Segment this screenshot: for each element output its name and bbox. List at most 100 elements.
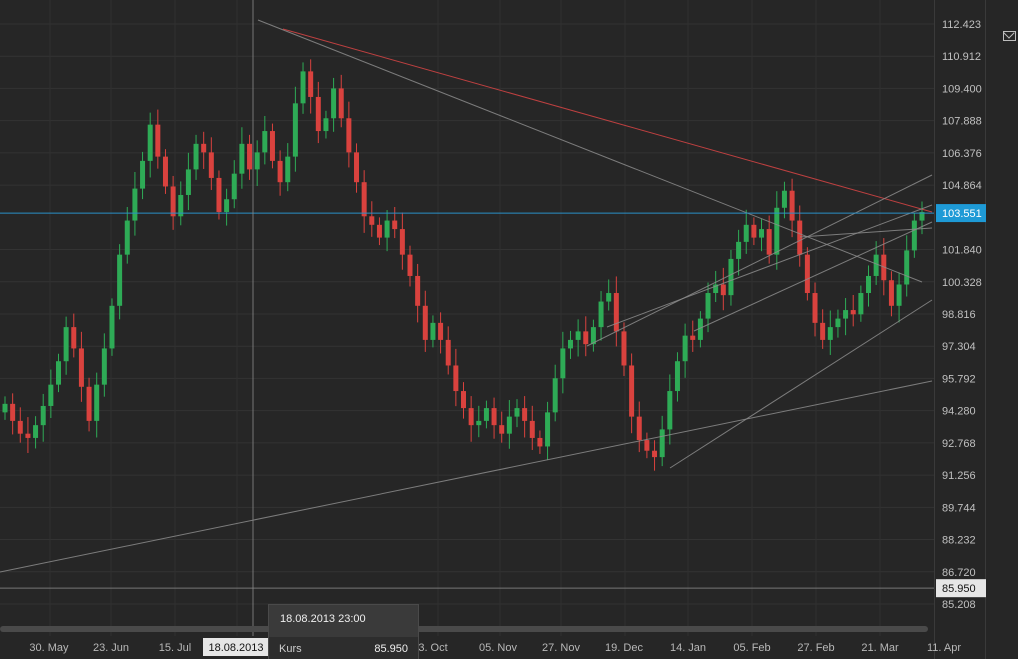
candle-up — [781, 190, 787, 208]
candle-up — [178, 194, 184, 217]
mail-icon[interactable] — [1003, 31, 1016, 41]
candle-up — [430, 322, 436, 340]
candle-down — [690, 335, 696, 340]
candle-down — [888, 280, 894, 306]
candle-down — [277, 160, 283, 183]
y-tick-label: 107.888 — [942, 116, 982, 128]
tooltip-value-row: Kurs 85.950 — [269, 637, 418, 659]
candle-down — [399, 229, 405, 255]
candle-up — [743, 224, 749, 242]
y-tick-label: 91.256 — [942, 470, 976, 482]
candle-down — [453, 365, 459, 392]
candle-up — [506, 416, 512, 434]
candle-up — [300, 71, 306, 104]
x-tick-label: 27. Feb — [797, 642, 834, 654]
candle-up — [94, 384, 100, 421]
candle-up — [866, 275, 872, 294]
candle-up — [285, 156, 291, 183]
x-tick-label: 30. May — [29, 642, 69, 654]
candle-down — [10, 403, 16, 421]
candle-down — [652, 450, 658, 458]
candle-down — [392, 220, 398, 230]
candle-down — [629, 365, 635, 417]
candle-down — [361, 182, 367, 217]
candle-up — [140, 160, 146, 189]
candle-down — [613, 293, 619, 332]
x-tick-label: 21. Mar — [861, 642, 899, 654]
candle-down — [354, 152, 360, 183]
candle-down — [720, 284, 726, 296]
y-tick-label: 92.768 — [942, 438, 976, 450]
channel-upper — [586, 174, 933, 347]
candle-up — [262, 131, 268, 153]
candle-down — [17, 420, 23, 434]
candle-down — [86, 386, 92, 421]
candle-up — [40, 405, 46, 426]
candle-down — [812, 293, 818, 323]
x-tick-label: 14. Jan — [670, 642, 706, 654]
candle-up — [567, 339, 573, 349]
candle-up — [185, 169, 191, 195]
candle-down — [621, 331, 627, 366]
candle-up — [147, 124, 153, 161]
candle-up — [292, 103, 298, 157]
candle-up — [705, 293, 711, 319]
y-tick-label: 94.280 — [942, 406, 976, 418]
scrollbar-track — [0, 626, 928, 632]
crosshair-price-label: 85.950 — [942, 583, 976, 595]
y-tick-label: 88.232 — [942, 535, 976, 547]
candle-down — [499, 425, 505, 434]
candle-down — [71, 327, 77, 349]
x-tick-label: 05. Feb — [733, 642, 770, 654]
candle-up — [545, 412, 551, 447]
candle-down — [369, 216, 375, 225]
candle-up — [384, 220, 390, 238]
candle-up — [911, 220, 917, 251]
candle-down — [804, 254, 810, 294]
candle-up — [598, 301, 604, 328]
candle-up — [835, 318, 841, 328]
y-tick-label: 98.816 — [942, 309, 976, 321]
candle-down — [438, 322, 444, 340]
candle-down — [376, 224, 382, 238]
candle-up — [873, 254, 879, 276]
candle-up — [193, 143, 199, 170]
channel-middle — [606, 204, 933, 328]
crosshair-date-label: 18.08.2013 — [208, 642, 263, 654]
current-price-badge — [936, 204, 986, 223]
candle-up — [713, 284, 719, 294]
trendline-descending — [257, 19, 923, 283]
candle-up — [843, 310, 849, 319]
candle-up — [552, 378, 558, 413]
trendline-support-short — [669, 299, 933, 469]
candle-up — [606, 293, 612, 302]
candle-down — [820, 322, 826, 340]
candle-down — [415, 275, 421, 306]
candle-up — [33, 425, 39, 438]
candle-up — [560, 348, 566, 379]
candle-up — [590, 327, 596, 345]
candle-up — [514, 408, 520, 417]
candle-down — [537, 437, 543, 447]
candle-down — [269, 131, 275, 161]
candle-up — [224, 199, 230, 213]
candle-up — [63, 327, 69, 362]
y-tick-label: 86.720 — [942, 567, 976, 579]
candle-down — [468, 408, 474, 426]
candle-down — [797, 220, 803, 255]
candle-up — [674, 361, 680, 392]
candle-down — [751, 224, 757, 238]
candle-down — [338, 88, 344, 119]
candle-down — [155, 124, 161, 157]
candle-up — [858, 293, 864, 315]
candle-down — [216, 177, 222, 213]
candle-up — [919, 212, 925, 221]
x-tick-label: 15. Jul — [159, 642, 191, 654]
x-tick-label: 11. Apr — [927, 642, 961, 654]
tooltip-label: Kurs — [279, 643, 302, 655]
y-tick-label: 112.423 — [942, 19, 981, 31]
candle-up — [132, 188, 138, 221]
candle-up — [659, 429, 665, 458]
